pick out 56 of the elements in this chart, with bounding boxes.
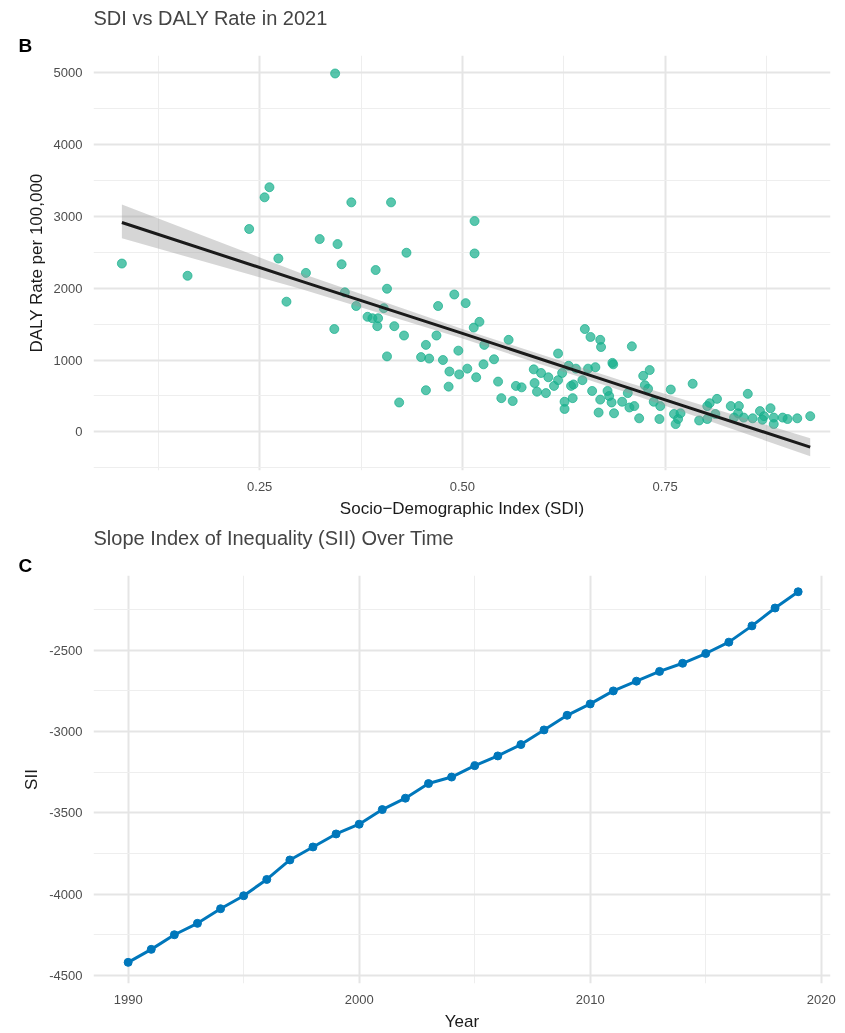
x-tick-label: 1990	[113, 991, 143, 1007]
y-tick-label: 1000	[53, 352, 83, 368]
x-tick-label: 2020	[806, 991, 836, 1007]
y-tick-label: -4000	[49, 886, 83, 902]
point	[516, 740, 526, 750]
point	[793, 587, 803, 597]
point	[331, 829, 341, 839]
x-tick-label: 2000	[344, 991, 374, 1007]
point	[770, 603, 780, 613]
y-tick-label: 2000	[53, 280, 83, 296]
point	[239, 891, 249, 901]
y-axis-title: SII	[22, 769, 42, 790]
chart-title: SDI vs DALY Rate in 2021	[93, 6, 328, 29]
y-tick-label: -2500	[49, 642, 83, 658]
point	[539, 725, 549, 735]
point	[169, 930, 179, 940]
y-tick-label: 3000	[53, 208, 83, 224]
point	[631, 676, 641, 686]
y-tick-label: 5000	[53, 64, 83, 80]
x-axis-title: Socio−Demographic Index (SDI)	[339, 498, 585, 518]
chart-title: Slope Index of Inequality (SII) Over Time	[93, 526, 454, 549]
text: C	[18, 554, 33, 576]
point	[701, 649, 711, 659]
x-tick-label: 0.50	[449, 478, 476, 494]
y-axis-title: DALY Rate per 100,000	[26, 173, 46, 353]
point	[216, 904, 226, 914]
y-tick-label: -4500	[49, 967, 83, 983]
point	[308, 842, 318, 852]
point	[608, 686, 618, 696]
point	[562, 710, 572, 720]
x-tick-label: 0.25	[247, 478, 273, 494]
point	[655, 666, 665, 676]
point	[447, 772, 457, 782]
point	[146, 944, 156, 954]
point	[354, 819, 364, 829]
x-tick-label: 0.75	[652, 478, 678, 494]
y-tick-label: 0	[75, 424, 83, 440]
point	[678, 658, 688, 668]
x-axis-title: Year	[444, 1011, 480, 1031]
point	[285, 855, 295, 865]
point	[747, 621, 757, 631]
point	[400, 793, 410, 803]
y-tick-label: -3000	[49, 724, 83, 740]
point	[424, 779, 433, 789]
point	[262, 874, 272, 884]
x-tick-label: 2010	[575, 991, 605, 1007]
point	[493, 751, 503, 761]
point	[123, 957, 133, 967]
text: B	[18, 34, 33, 56]
y-tick-label: 4000	[53, 136, 83, 152]
point	[192, 918, 202, 928]
point	[724, 637, 734, 647]
y-tick-label: -3500	[49, 805, 83, 821]
point	[377, 805, 387, 815]
point	[585, 699, 595, 709]
point	[470, 761, 480, 771]
